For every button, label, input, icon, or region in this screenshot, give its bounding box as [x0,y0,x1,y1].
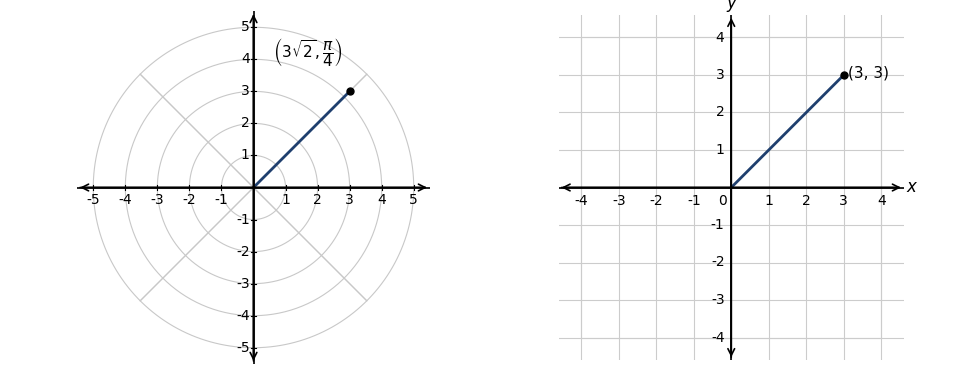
Text: 2: 2 [241,116,250,130]
Text: 4: 4 [241,53,250,66]
Text: $\left(3\sqrt{2},\dfrac{\pi}{4}\right)$: $\left(3\sqrt{2},\dfrac{\pi}{4}\right)$ [273,36,342,69]
Text: -1: -1 [236,213,250,226]
Text: -1: -1 [686,194,701,208]
Text: 4: 4 [716,30,724,45]
Text: x: x [907,178,916,196]
Text: -5: -5 [87,193,100,207]
Text: -3: -3 [711,293,724,307]
Text: 2: 2 [313,193,322,207]
Text: -4: -4 [711,330,724,345]
Text: y: y [726,0,736,12]
Text: -3: -3 [236,277,250,291]
Text: 3: 3 [345,193,354,207]
Text: 2: 2 [801,194,810,208]
Text: -2: -2 [711,255,724,270]
Text: 3: 3 [716,68,724,82]
Text: 3: 3 [839,194,848,208]
Text: -3: -3 [612,194,626,208]
Text: 1: 1 [241,148,250,162]
Text: 4: 4 [877,194,885,208]
Text: (3, 3): (3, 3) [848,66,889,81]
Text: -1: -1 [214,193,228,207]
Text: -4: -4 [119,193,133,207]
Text: -2: -2 [236,244,250,259]
Text: 1: 1 [281,193,290,207]
Text: 1: 1 [764,194,773,208]
Text: -4: -4 [236,309,250,322]
Text: -4: -4 [574,194,588,208]
Text: 0: 0 [718,194,726,208]
Text: 2: 2 [716,105,724,120]
Text: -3: -3 [150,193,164,207]
Text: 5: 5 [241,20,250,34]
Text: -5: -5 [236,341,250,355]
Text: -2: -2 [182,193,196,207]
Text: 5: 5 [410,193,418,207]
Text: -1: -1 [711,218,724,232]
Text: 1: 1 [716,143,724,157]
Text: 4: 4 [377,193,386,207]
Text: 3: 3 [241,84,250,98]
Text: -2: -2 [649,194,663,208]
